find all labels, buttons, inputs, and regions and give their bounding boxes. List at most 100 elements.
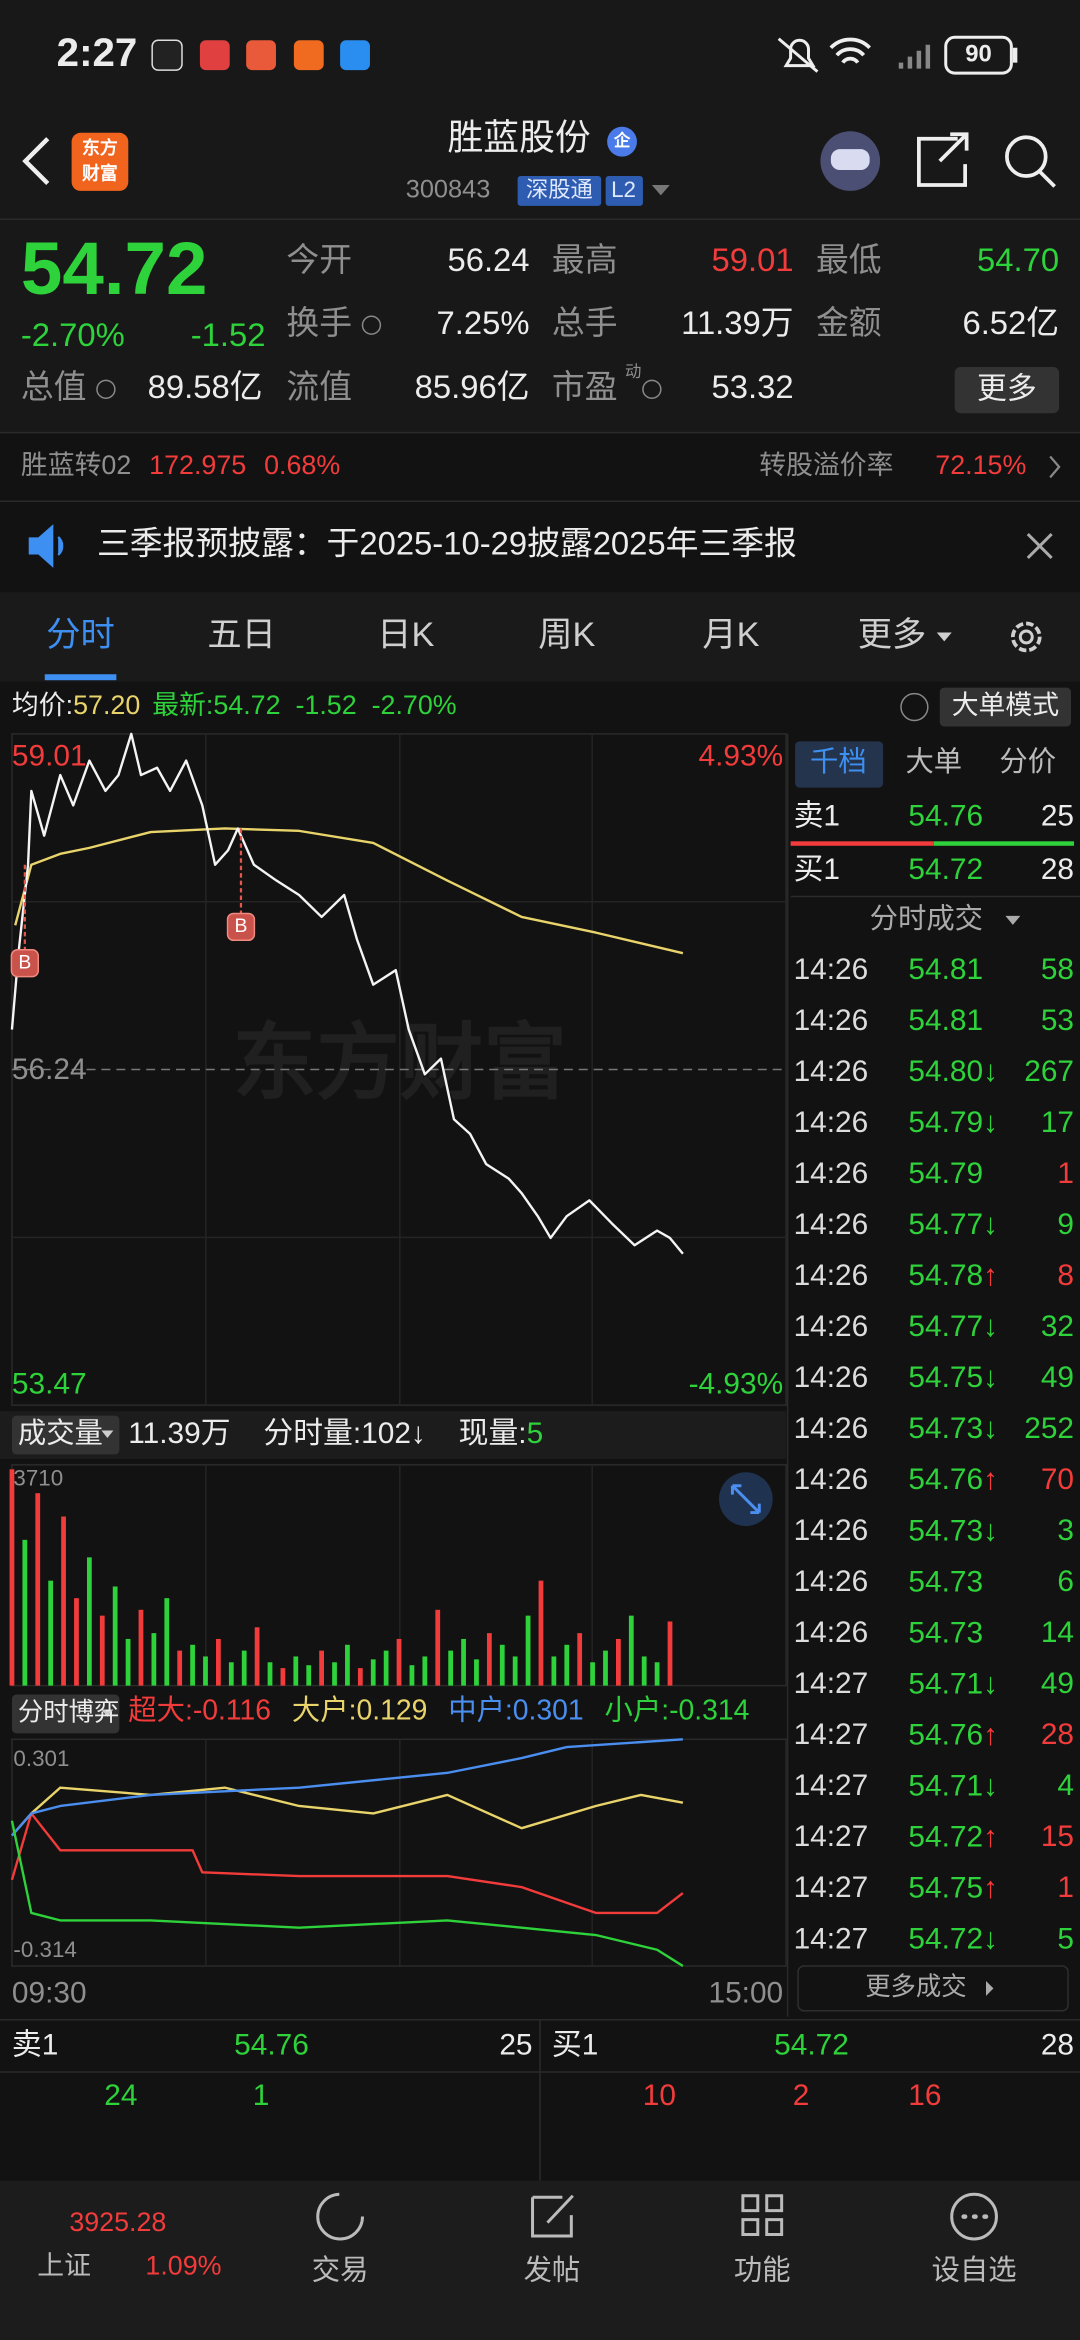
field-label: 市盈 [552, 368, 618, 405]
trade-volume: 4 [1057, 1769, 1074, 1802]
wifi-icon [829, 37, 872, 64]
marker-box [10, 949, 40, 978]
chart-tab[interactable]: 更多 [858, 616, 927, 654]
volume-bar [9, 1469, 15, 1686]
more-trades-text[interactable]: 更多成交 [865, 1973, 966, 2001]
volume-bar [332, 1662, 337, 1686]
volume-bar [564, 1644, 570, 1686]
field-value: 89.58亿 [148, 368, 263, 405]
search-button[interactable] [1005, 135, 1048, 178]
trade-price: 54.71↓ [908, 1769, 998, 1802]
trade-price-value: 54.81 [908, 1004, 983, 1037]
close-button[interactable] [1026, 532, 1053, 559]
legend-value: 0.301 [513, 1695, 584, 1727]
help-icon[interactable] [900, 692, 929, 722]
trade-time: 14:26 [794, 1616, 869, 1649]
active-tab-bg [795, 741, 884, 788]
trade-direction: ↑ [983, 1463, 998, 1496]
settings-button[interactable] [1010, 621, 1042, 653]
watchlist-icon[interactable] [950, 2192, 998, 2241]
share-button[interactable] [917, 132, 969, 187]
volume-bar [357, 1668, 363, 1686]
mode-button[interactable] [939, 687, 1072, 727]
app-icon [340, 40, 370, 71]
bond-change: 0.68% [264, 450, 340, 480]
volume-bar [474, 1659, 479, 1686]
marker-box [226, 912, 256, 942]
volume-bar [22, 1539, 28, 1686]
app-icon [293, 40, 324, 71]
average-line [14, 827, 684, 955]
trade-price: 54.81 [908, 953, 983, 986]
mode-button-text[interactable]: 大单模式 [952, 690, 1059, 720]
index-name[interactable]: 上证 [37, 2250, 91, 2280]
app-logo [71, 132, 129, 191]
volume-bar [138, 1609, 144, 1686]
trade-price-value: 54.72 [908, 1922, 983, 1955]
badge [607, 126, 637, 157]
notice-text[interactable]: 三季报预披露：于2025-10-29披露2025年三季报 [97, 525, 797, 562]
book-tab[interactable]: 分价 [999, 746, 1056, 778]
trade-time: 14:26 [794, 1310, 869, 1343]
nav-label[interactable]: 交易 [312, 2254, 369, 2286]
trade-price: 54.76↑ [908, 1463, 998, 1496]
trade-volume: 252 [1024, 1412, 1074, 1445]
volume-bar [538, 1580, 544, 1686]
trade-time: 14:26 [794, 1259, 869, 1292]
back-button[interactable] [22, 137, 50, 186]
field-value: 54.70 [977, 241, 1059, 278]
more-trades-button[interactable] [797, 1965, 1069, 2012]
volume-bar [345, 1644, 350, 1686]
trade-direction: ↑ [983, 1820, 998, 1853]
expand-icon [730, 1484, 761, 1515]
trade-direction: ↓ [983, 1106, 998, 1139]
volume-max-label: 3710 [13, 1466, 63, 1491]
volume-bar [667, 1621, 673, 1686]
index-value[interactable]: 3925.28 [69, 2207, 166, 2237]
trade-price: 54.75↓ [908, 1361, 998, 1394]
time-start: 09:30 [12, 1976, 87, 2009]
volume-bar [267, 1662, 273, 1686]
trade-price-value: 54.77 [908, 1208, 983, 1241]
chart-tab[interactable]: 分时 [46, 616, 115, 654]
more-button[interactable] [954, 366, 1060, 414]
function-icon[interactable] [741, 2194, 784, 2237]
battery-icon [944, 35, 1013, 75]
index-change[interactable]: 1.09% [145, 2250, 221, 2280]
volume-bar [254, 1627, 260, 1686]
post-icon[interactable] [531, 2194, 574, 2238]
ask-volume: 25 [1041, 799, 1074, 832]
current-label: 现量: [459, 1417, 527, 1450]
more-button-text[interactable]: 更多 [977, 373, 1037, 406]
bond-row: 胜蓝转02 172.975 0.68% [21, 450, 340, 480]
ask-price: 54.76 [234, 2028, 309, 2061]
bid-queue: 10 [643, 2079, 676, 2112]
trade-volume: 49 [1041, 1361, 1074, 1394]
nav-label[interactable]: 发帖 [524, 2254, 581, 2286]
nav-label[interactable]: 设自选 [932, 2254, 1017, 2286]
trade-price: 54.73↓ [908, 1412, 998, 1445]
trade-volume: 1 [1057, 1157, 1074, 1190]
trade-time: 14:26 [794, 1208, 869, 1241]
dropdown-icon[interactable] [651, 184, 670, 196]
chevron[interactable] [1049, 455, 1061, 479]
bid-price: 54.72 [908, 853, 983, 886]
book-tab[interactable]: 大单 [905, 746, 962, 778]
chart-tab[interactable]: 周K [538, 616, 595, 654]
volume-bar [383, 1650, 389, 1686]
last-value: 54.72 [213, 690, 280, 720]
trade-price-value: 54.71 [908, 1667, 983, 1700]
book-tab[interactable]: 千档 [810, 746, 867, 778]
volume-selector[interactable] [11, 1415, 120, 1455]
trade-volume: 267 [1024, 1055, 1074, 1088]
chart-tab[interactable]: 日K [377, 616, 434, 654]
nav-label[interactable]: 功能 [734, 2254, 791, 2286]
flow-line [10, 1820, 684, 1968]
connect-tag [517, 176, 602, 206]
trade-volume: 15 [1041, 1820, 1074, 1853]
volume-bar [164, 1598, 170, 1686]
flow-selector[interactable] [11, 1694, 120, 1734]
chart-tab[interactable]: 月K [702, 616, 759, 654]
field-value: 56.24 [447, 241, 529, 278]
chart-tab[interactable]: 五日 [207, 616, 276, 654]
